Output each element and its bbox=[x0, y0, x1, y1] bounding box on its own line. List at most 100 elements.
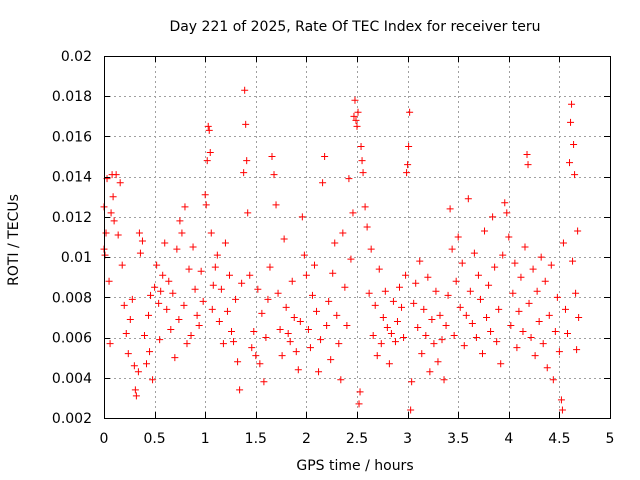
data-point bbox=[387, 330, 395, 338]
data-point bbox=[173, 245, 181, 253]
data-point bbox=[375, 265, 383, 273]
data-point bbox=[537, 253, 545, 261]
data-point bbox=[373, 352, 381, 360]
axis-ticks bbox=[104, 56, 611, 419]
data-point bbox=[533, 287, 541, 295]
data-point bbox=[474, 271, 482, 279]
data-point bbox=[357, 143, 365, 150]
data-point bbox=[143, 360, 151, 368]
data-point bbox=[124, 350, 132, 358]
data-point bbox=[358, 157, 366, 165]
data-point bbox=[545, 311, 553, 319]
data-point bbox=[541, 277, 549, 285]
data-point bbox=[187, 332, 195, 340]
y-tick-label: 0.008 bbox=[52, 290, 92, 306]
data-point bbox=[393, 317, 401, 325]
data-point bbox=[462, 311, 470, 319]
data-point bbox=[169, 289, 177, 297]
data-point bbox=[558, 406, 566, 414]
data-point bbox=[422, 332, 430, 340]
x-tick-label: 4.5 bbox=[548, 431, 570, 447]
data-point bbox=[352, 116, 360, 124]
data-point bbox=[519, 328, 527, 336]
data-point bbox=[294, 366, 302, 374]
data-point bbox=[319, 179, 327, 187]
x-tick-label: 3 bbox=[403, 431, 412, 447]
data-point bbox=[559, 239, 567, 247]
data-point bbox=[466, 287, 474, 295]
data-point bbox=[135, 229, 143, 237]
data-point bbox=[349, 209, 357, 217]
data-point bbox=[438, 336, 446, 344]
data-point bbox=[151, 283, 159, 291]
data-point bbox=[213, 251, 221, 259]
data-point bbox=[175, 315, 183, 323]
grid-lines bbox=[104, 56, 610, 418]
data-point bbox=[495, 305, 503, 313]
data-point bbox=[199, 297, 207, 305]
x-tick-label: 3.5 bbox=[447, 431, 469, 447]
data-point bbox=[120, 301, 128, 309]
data-point bbox=[553, 293, 561, 301]
data-point bbox=[509, 289, 517, 297]
data-point bbox=[228, 328, 236, 336]
data-point bbox=[350, 112, 358, 120]
data-point bbox=[217, 285, 225, 293]
data-point bbox=[365, 289, 373, 297]
data-point bbox=[405, 143, 413, 150]
data-point bbox=[513, 344, 521, 352]
y-tick-label: 0.016 bbox=[52, 129, 92, 145]
data-point bbox=[290, 313, 298, 321]
data-point bbox=[159, 271, 167, 279]
data-point bbox=[128, 295, 136, 303]
data-point bbox=[511, 259, 519, 267]
data-point bbox=[215, 317, 223, 325]
data-point bbox=[351, 96, 359, 104]
data-point bbox=[354, 108, 362, 116]
data-point bbox=[396, 283, 404, 291]
data-point bbox=[543, 364, 551, 372]
data-point bbox=[549, 376, 557, 384]
data-point bbox=[109, 193, 117, 201]
data-point bbox=[420, 305, 428, 313]
data-point bbox=[568, 100, 576, 108]
data-point bbox=[310, 261, 318, 269]
data-point bbox=[385, 360, 393, 368]
data-point bbox=[286, 338, 294, 346]
data-point bbox=[242, 120, 250, 128]
data-point bbox=[146, 348, 154, 356]
data-point bbox=[266, 263, 274, 271]
y-tick-label: 0.004 bbox=[52, 371, 92, 387]
data-point bbox=[209, 281, 217, 289]
data-point bbox=[414, 324, 422, 331]
data-point bbox=[178, 229, 186, 237]
data-point bbox=[122, 330, 130, 338]
data-point bbox=[153, 261, 161, 269]
data-point bbox=[219, 340, 227, 348]
y-tick-label: 0.014 bbox=[52, 170, 92, 186]
data-point bbox=[225, 271, 233, 279]
data-point bbox=[574, 227, 582, 235]
data-point bbox=[446, 205, 454, 213]
data-point bbox=[296, 317, 304, 325]
data-point bbox=[497, 360, 505, 368]
data-point bbox=[428, 315, 436, 323]
data-point bbox=[343, 321, 351, 329]
data-point bbox=[236, 386, 244, 394]
data-point bbox=[391, 338, 399, 346]
data-point bbox=[341, 283, 349, 291]
x-tick-label: 1.5 bbox=[245, 431, 267, 447]
data-point bbox=[183, 340, 191, 348]
x-tick-label: 0.5 bbox=[143, 431, 165, 447]
data-point bbox=[426, 368, 434, 376]
data-point bbox=[208, 305, 216, 313]
data-point bbox=[241, 86, 249, 94]
data-point bbox=[206, 149, 214, 157]
data-point bbox=[454, 233, 462, 241]
data-point bbox=[517, 273, 525, 281]
data-point bbox=[315, 368, 323, 376]
data-point bbox=[223, 307, 231, 315]
data-point bbox=[232, 295, 240, 303]
y-tick-label: 0.006 bbox=[52, 331, 92, 347]
data-point bbox=[567, 118, 575, 126]
